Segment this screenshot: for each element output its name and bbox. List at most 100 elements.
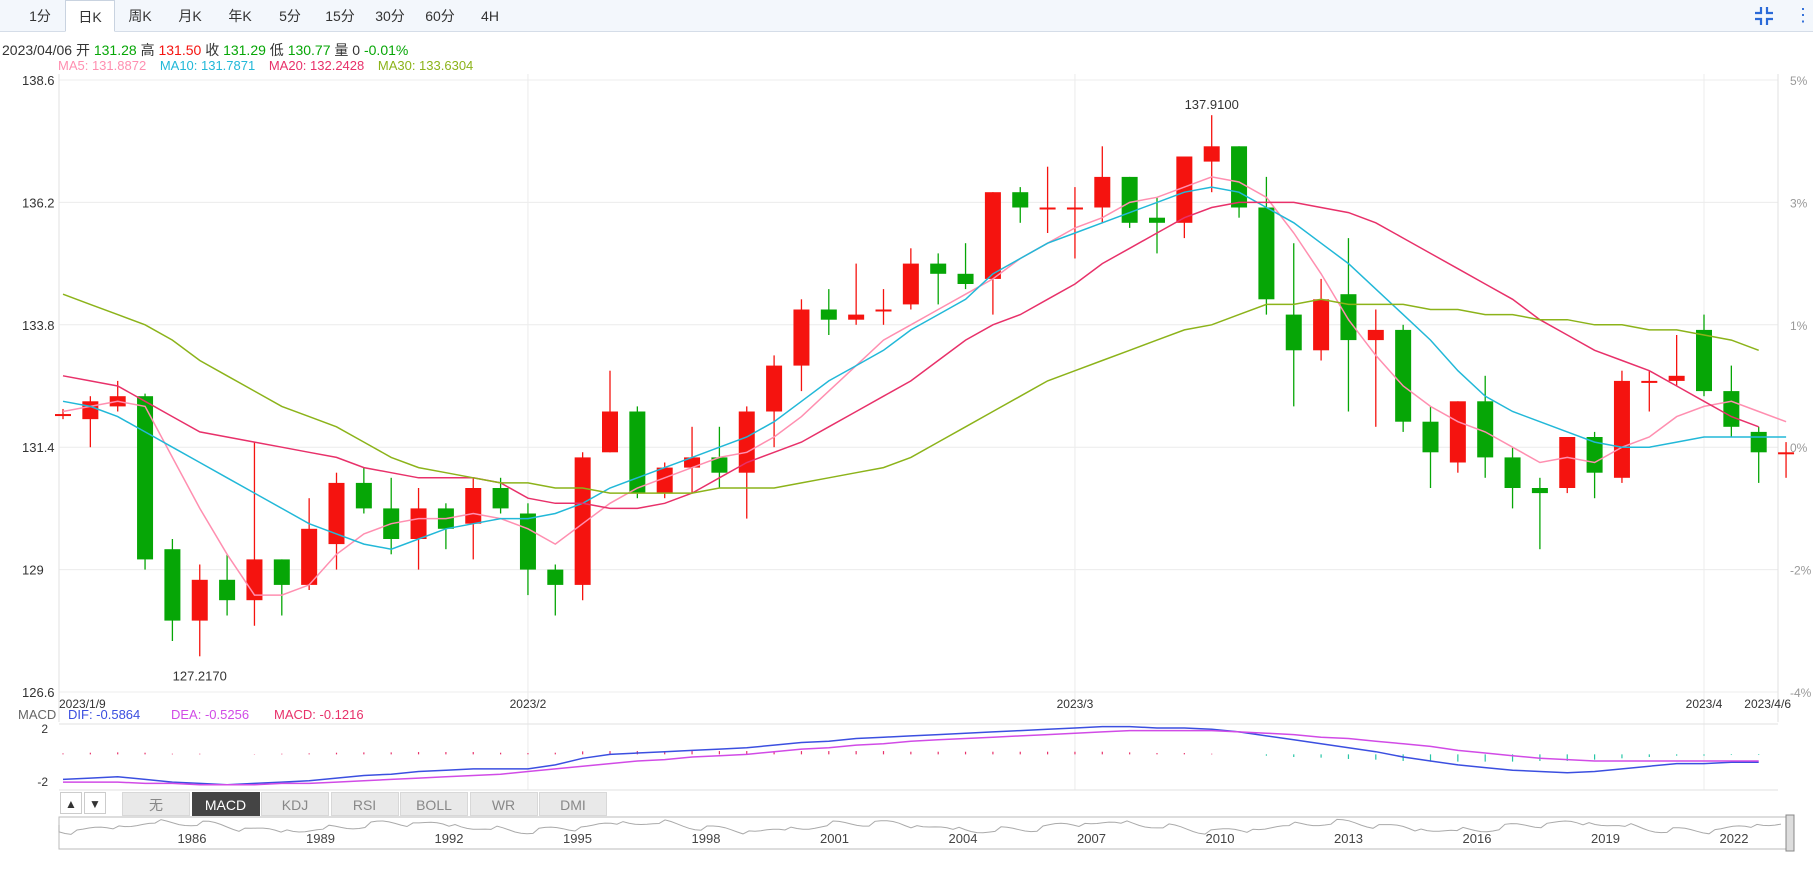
scroll-down-arrow-icon[interactable]: ▼ xyxy=(84,792,106,814)
candle-body xyxy=(1367,329,1384,341)
y-right-tick-label: 5% xyxy=(1790,74,1808,88)
vol-value: 0 xyxy=(352,42,361,58)
candle-body xyxy=(957,273,974,284)
candle-body xyxy=(465,488,482,524)
indicator-tab-5[interactable]: WR xyxy=(469,792,538,816)
period-tabs: 1分 日K 周K 月K 年K 5分 15分 30分 60分 4H xyxy=(0,0,1813,32)
ma20-legend: MA20: 132.2428 xyxy=(268,58,365,73)
candle-body xyxy=(1231,146,1248,208)
low-label: 低 xyxy=(269,42,284,58)
tab-4[interactable]: 年K xyxy=(228,8,252,24)
tab-1[interactable]: 日K xyxy=(65,0,115,32)
candle-body xyxy=(984,192,1001,279)
candle-body xyxy=(219,579,236,601)
x-tick-label: 2023/1/9 xyxy=(59,697,106,711)
ma10-legend: MA10: 131.7871 xyxy=(159,58,256,73)
candle-body xyxy=(273,559,290,585)
tab-5[interactable]: 5分 xyxy=(279,8,301,24)
x-tick-label: 2023/4/6 xyxy=(1744,697,1791,711)
navigator-year-label: 2016 xyxy=(1463,831,1492,846)
macd-legend-dea: DEA: -0.5256 xyxy=(171,707,249,722)
y-tick-label: 131.4 xyxy=(22,440,55,455)
navigator-year-label: 2001 xyxy=(820,831,849,846)
candle-body xyxy=(1559,437,1576,488)
candle-body xyxy=(1066,207,1083,210)
tab-3[interactable]: 月K xyxy=(178,8,202,24)
ohlc-info: 2023/04/06 开 131.28 高 131.50 收 131.29 低 … xyxy=(2,40,408,60)
candle-body xyxy=(1477,401,1494,458)
y-right-tick-label: 1% xyxy=(1790,319,1808,333)
ma-line-ma20 xyxy=(62,201,1759,510)
indicator-tab-2[interactable]: KDJ xyxy=(261,792,329,816)
candle-body xyxy=(1149,217,1165,223)
macd-legend-dif: DIF: -0.5864 xyxy=(68,707,140,722)
scroll-up-arrow-icon[interactable]: ▲ xyxy=(60,792,82,814)
extreme-value-label: 127.2170 xyxy=(173,669,227,684)
candle-body xyxy=(1668,375,1685,381)
tab-9[interactable]: 4H xyxy=(481,8,499,24)
ma-line-ma30 xyxy=(62,293,1759,494)
candle-body xyxy=(1121,176,1138,223)
macd-y-tick: 2 xyxy=(41,722,48,736)
candle-body xyxy=(410,508,427,539)
macd-legend-name: MACD xyxy=(18,707,56,722)
indicator-tab-0[interactable]: 无 xyxy=(122,792,190,816)
candle-body xyxy=(602,411,618,453)
candle-body xyxy=(711,457,728,473)
candle-body xyxy=(574,457,591,585)
candle-body xyxy=(1641,380,1658,383)
low-value: 130.77 xyxy=(287,42,331,58)
tab-8[interactable]: 60分 xyxy=(425,8,455,24)
tab-0[interactable]: 1分 xyxy=(29,8,51,24)
dea-line xyxy=(63,729,1759,786)
navigator-year-label: 1992 xyxy=(435,831,464,846)
candle-body xyxy=(684,457,701,468)
y-right-tick-label: 3% xyxy=(1790,196,1808,210)
candle-body xyxy=(191,579,208,621)
navigator-year-label: 2010 xyxy=(1206,831,1235,846)
ma5-legend: MA5: 131.8872 xyxy=(58,58,147,73)
tab-2[interactable]: 周K xyxy=(128,8,152,24)
candle-body xyxy=(1012,192,1029,208)
y-tick-label: 126.6 xyxy=(22,685,55,700)
candle-body xyxy=(301,528,318,585)
candle-body xyxy=(137,396,154,560)
x-tick-label: 2023/2 xyxy=(510,697,547,711)
candle-body xyxy=(1422,421,1439,453)
navigator-year-label: 2007 xyxy=(1077,831,1106,846)
candle-body xyxy=(492,488,509,509)
y-tick-label: 136.2 xyxy=(22,195,55,210)
tab-6[interactable]: 15分 xyxy=(325,8,355,24)
extreme-value-label: 137.9100 xyxy=(1185,97,1239,112)
x-tick-label: 2023/4 xyxy=(1686,697,1723,711)
navigator-year-label: 2022 xyxy=(1720,831,1749,846)
y-right-tick-label: -4% xyxy=(1790,686,1812,700)
navigator-frame xyxy=(58,816,1791,850)
dif-line xyxy=(62,725,1759,786)
change-value: -0.01% xyxy=(363,42,409,58)
ma-line-ma5 xyxy=(62,176,1787,596)
y-right-tick-label: 0% xyxy=(1790,441,1808,455)
candle-body xyxy=(519,513,536,570)
close-value: 131.29 xyxy=(223,42,266,58)
indicator-tab-1[interactable]: MACD xyxy=(191,792,260,816)
navigator-year-label: 1998 xyxy=(692,831,721,846)
candle-body xyxy=(1203,146,1220,162)
indicator-tab-6[interactable]: DMI xyxy=(539,792,607,816)
x-tick-label: 2023/3 xyxy=(1057,697,1094,711)
compress-icon[interactable] xyxy=(1752,4,1776,28)
indicator-tab-3[interactable]: RSI xyxy=(330,792,399,816)
indicator-tab-4[interactable]: BOLL xyxy=(400,792,468,816)
navigator-year-label: 1986 xyxy=(178,831,207,846)
tab-7[interactable]: 30分 xyxy=(375,8,405,24)
candle-body xyxy=(1340,294,1357,341)
candle-body xyxy=(1531,488,1548,494)
candle-body xyxy=(738,411,755,473)
candle-body xyxy=(1449,401,1466,463)
macd-legend-macd: MACD: -0.1216 xyxy=(274,707,364,722)
candle-body xyxy=(629,411,646,494)
navigator-handle xyxy=(1785,814,1795,852)
candle-body xyxy=(820,309,837,320)
vertical-dots-icon[interactable]: ⋮ xyxy=(1794,5,1812,25)
